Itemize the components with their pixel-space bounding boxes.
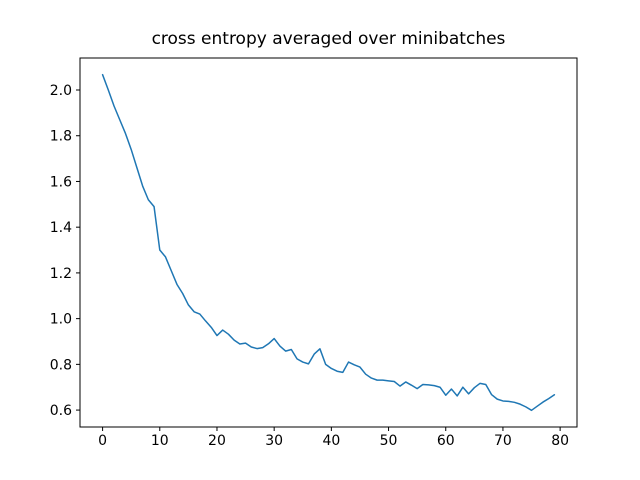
x-tick-label: 60 bbox=[437, 433, 455, 449]
x-tick-label: 50 bbox=[380, 433, 398, 449]
y-tick-label: 0.8 bbox=[50, 357, 72, 373]
x-axis: 0 10 20 30 40 50 60 70 80 bbox=[98, 427, 569, 449]
series-line-cross-entropy bbox=[101, 73, 556, 412]
y-tick-label: 1.4 bbox=[50, 220, 72, 236]
x-tick-label: 20 bbox=[208, 433, 226, 449]
x-tick-label: 0 bbox=[98, 433, 107, 449]
y-tick-label: 1.6 bbox=[50, 174, 72, 190]
x-tick-label: 70 bbox=[494, 433, 512, 449]
x-tick-label: 10 bbox=[151, 433, 169, 449]
y-tick-label: 1.2 bbox=[50, 266, 72, 282]
x-tick-label: 80 bbox=[551, 433, 569, 449]
y-tick-label: 0.6 bbox=[50, 403, 72, 419]
plot-spines bbox=[79, 57, 578, 428]
y-tick-label: 1.0 bbox=[50, 312, 72, 328]
plot-area bbox=[80, 58, 577, 427]
y-axis: 0.6 0.8 1.0 1.2 1.4 1.6 1.8 2.0 bbox=[50, 83, 80, 419]
y-tick-label: 1.8 bbox=[50, 129, 72, 145]
y-tick-label: 2.0 bbox=[50, 83, 72, 99]
x-tick-label: 40 bbox=[322, 433, 340, 449]
chart-title: cross entropy averaged over minibatches bbox=[152, 29, 506, 49]
x-tick-label: 30 bbox=[265, 433, 283, 449]
